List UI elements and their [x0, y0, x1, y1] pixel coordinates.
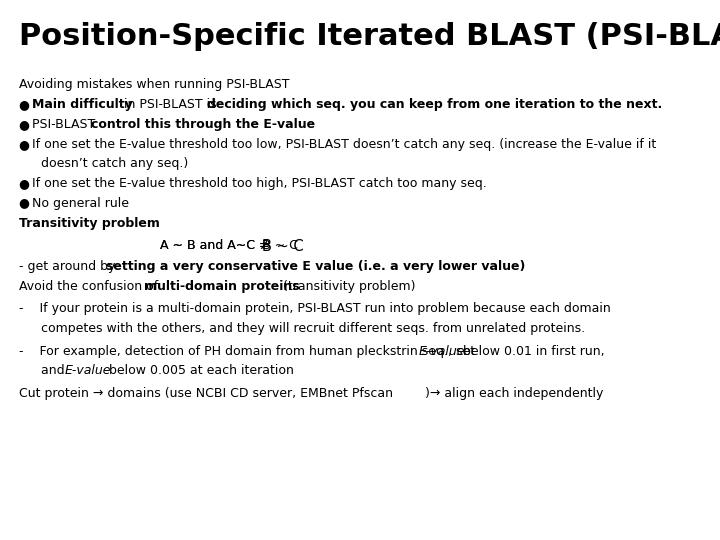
Text: below 0.01 in first run,: below 0.01 in first run, [459, 345, 604, 357]
Text: B ∼ C: B ∼ C [261, 239, 297, 252]
Text: A ∼ B and A∼C ≠: A ∼ B and A∼C ≠ [160, 239, 277, 252]
Text: Cut protein → domains (use NCBI CD server, EMBnet Pfscan        )→ align each in: Cut protein → domains (use NCBI CD serve… [19, 387, 604, 400]
Text: setting a very conservative E value (i.e. a very lower value): setting a very conservative E value (i.e… [107, 260, 526, 273]
Text: ●: ● [19, 118, 35, 131]
Text: PSI-BLAST: PSI-BLAST [32, 118, 99, 131]
Text: ●: ● [19, 197, 35, 210]
Text: B ∼ C: B ∼ C [261, 239, 303, 254]
Text: If one set the E-value threshold too low, PSI-BLAST doesn’t catch any seq. (incr: If one set the E-value threshold too low… [32, 138, 657, 151]
Text: Avoiding mistakes when running PSI-BLAST: Avoiding mistakes when running PSI-BLAST [19, 78, 290, 91]
Text: E-value: E-value [65, 364, 112, 377]
Text: control this through the E-value: control this through the E-value [91, 118, 315, 131]
Text: doesn’t catch any seq.): doesn’t catch any seq.) [41, 157, 189, 170]
Text: Main difficulty: Main difficulty [32, 98, 133, 111]
Text: and: and [41, 364, 68, 377]
Text: -    For example, detection of PH domain from human pleckstrin seq., set: - For example, detection of PH domain fr… [19, 345, 480, 357]
Text: ●: ● [19, 98, 35, 111]
Text: in PSI-BLAST is: in PSI-BLAST is [120, 98, 220, 111]
Text: Transitivity problem: Transitivity problem [19, 217, 161, 230]
Text: Avoid the confusion of: Avoid the confusion of [19, 280, 163, 293]
Text: ●: ● [19, 138, 35, 151]
Text: If one set the E-value threshold too high, PSI-BLAST catch too many seq.: If one set the E-value threshold too hig… [32, 177, 487, 190]
Text: ●: ● [19, 177, 35, 190]
Text: - get around by: - get around by [19, 260, 120, 273]
Text: multi-domain proteins: multi-domain proteins [143, 280, 300, 293]
Text: (transitivity problem): (transitivity problem) [279, 280, 415, 293]
Text: A ∼ B and A∼C ≠: A ∼ B and A∼C ≠ [160, 239, 277, 252]
Text: deciding which seq. you can keep from one iteration to the next.: deciding which seq. you can keep from on… [207, 98, 662, 111]
Text: competes with the others, and they will recruit different seqs. from unrelated p: competes with the others, and they will … [41, 322, 585, 335]
Text: below 0.005 at each iteration: below 0.005 at each iteration [105, 364, 294, 377]
Text: -    If your protein is a multi-domain protein, PSI-BLAST run into problem becau: - If your protein is a multi-domain prot… [19, 302, 611, 315]
Text: No general rule: No general rule [32, 197, 130, 210]
Text: Position-Specific Iterated BLAST (PSI-BLAST): Position-Specific Iterated BLAST (PSI-BL… [19, 22, 720, 51]
Text: E-value: E-value [418, 345, 465, 357]
